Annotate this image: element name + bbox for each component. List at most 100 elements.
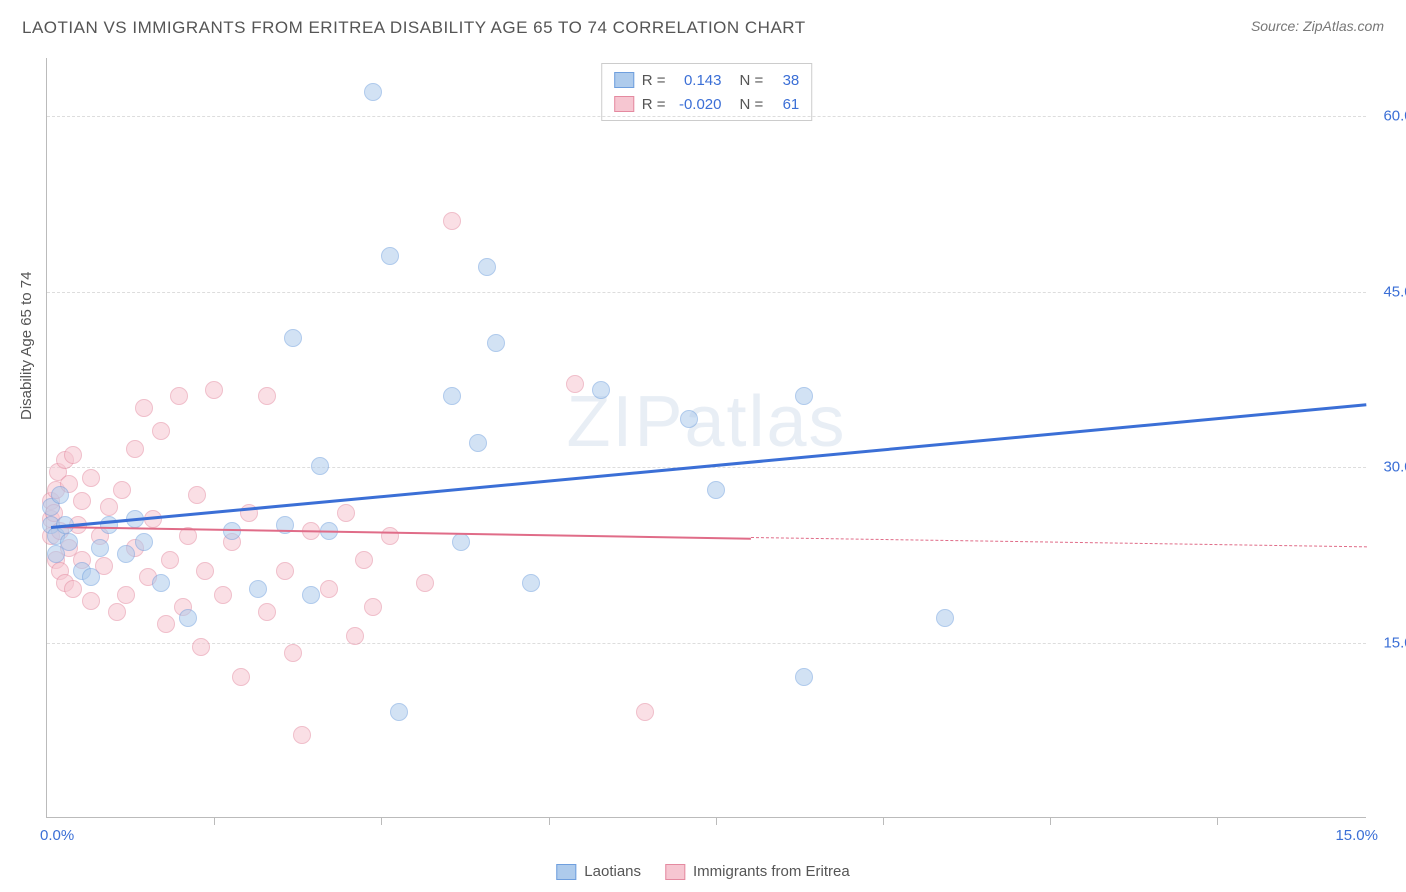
scatter-chart: ZIPatlas R =0.143N =38R =-0.020N =61 15.… (46, 58, 1366, 818)
grid-line (47, 292, 1366, 293)
scatter-point (302, 586, 320, 604)
scatter-point (196, 562, 214, 580)
legend-r-label: R = (642, 96, 666, 113)
x-tick (883, 817, 884, 825)
x-tick (1050, 817, 1051, 825)
grid-line (47, 643, 1366, 644)
scatter-point (64, 580, 82, 598)
scatter-point (337, 504, 355, 522)
scatter-point (364, 598, 382, 616)
legend-swatch (614, 96, 634, 112)
grid-line (47, 467, 1366, 468)
x-axis-max-label: 15.0% (1335, 827, 1378, 844)
scatter-point (795, 387, 813, 405)
scatter-point (192, 638, 210, 656)
scatter-point (680, 410, 698, 428)
trend-line (51, 526, 751, 540)
trend-line (751, 537, 1367, 547)
scatter-point (100, 516, 118, 534)
x-tick (716, 817, 717, 825)
scatter-point (320, 580, 338, 598)
scatter-point (214, 586, 232, 604)
scatter-point (126, 440, 144, 458)
x-tick (214, 817, 215, 825)
scatter-point (258, 387, 276, 405)
scatter-point (135, 533, 153, 551)
scatter-point (276, 562, 294, 580)
scatter-point (188, 486, 206, 504)
y-tick-label: 45.0% (1383, 283, 1406, 300)
scatter-point (117, 545, 135, 563)
y-tick-label: 60.0% (1383, 108, 1406, 125)
scatter-point (117, 586, 135, 604)
scatter-point (452, 533, 470, 551)
scatter-point (64, 446, 82, 464)
scatter-point (179, 609, 197, 627)
scatter-point (443, 212, 461, 230)
legend-n-value: 38 (771, 72, 799, 89)
scatter-point (258, 603, 276, 621)
scatter-point (82, 592, 100, 610)
scatter-point (249, 580, 267, 598)
legend-label: Immigrants from Eritrea (693, 863, 850, 880)
scatter-point (522, 574, 540, 592)
scatter-point (936, 609, 954, 627)
scatter-point (82, 568, 100, 586)
scatter-point (284, 644, 302, 662)
scatter-point (82, 469, 100, 487)
legend-row: R =0.143N =38 (614, 68, 800, 92)
scatter-point (152, 422, 170, 440)
x-tick (1217, 817, 1218, 825)
scatter-point (795, 668, 813, 686)
grid-line (47, 116, 1366, 117)
x-tick (549, 817, 550, 825)
scatter-point (390, 703, 408, 721)
scatter-point (100, 498, 118, 516)
scatter-point (205, 381, 223, 399)
source-attribution: Source: ZipAtlas.com (1251, 18, 1384, 34)
legend-swatch (556, 864, 576, 880)
chart-title: LAOTIAN VS IMMIGRANTS FROM ERITREA DISAB… (22, 18, 1384, 38)
x-tick (381, 817, 382, 825)
trend-line (51, 403, 1367, 528)
scatter-point (592, 381, 610, 399)
y-tick-label: 15.0% (1383, 634, 1406, 651)
scatter-point (232, 668, 250, 686)
scatter-point (51, 486, 69, 504)
legend-item: Laotians (556, 863, 641, 880)
y-tick-label: 30.0% (1383, 459, 1406, 476)
legend-item: Immigrants from Eritrea (665, 863, 850, 880)
legend-swatch (614, 72, 634, 88)
x-axis-min-label: 0.0% (40, 827, 74, 844)
scatter-point (170, 387, 188, 405)
y-axis-label: Disability Age 65 to 74 (18, 272, 35, 420)
scatter-point (416, 574, 434, 592)
scatter-point (355, 551, 373, 569)
scatter-point (346, 627, 364, 645)
scatter-point (443, 387, 461, 405)
scatter-point (113, 481, 131, 499)
correlation-legend: R =0.143N =38R =-0.020N =61 (601, 63, 813, 121)
scatter-point (381, 247, 399, 265)
legend-r-value: -0.020 (674, 96, 722, 113)
scatter-point (566, 375, 584, 393)
scatter-point (135, 399, 153, 417)
scatter-point (707, 481, 725, 499)
series-legend: Laotians Immigrants from Eritrea (556, 863, 849, 880)
scatter-point (284, 329, 302, 347)
scatter-point (91, 539, 109, 557)
scatter-point (60, 533, 78, 551)
legend-label: Laotians (584, 863, 641, 880)
legend-swatch (665, 864, 685, 880)
scatter-point (469, 434, 487, 452)
scatter-point (73, 492, 91, 510)
scatter-point (381, 527, 399, 545)
legend-r-value: 0.143 (674, 72, 722, 89)
legend-row: R =-0.020N =61 (614, 92, 800, 116)
scatter-point (487, 334, 505, 352)
scatter-point (311, 457, 329, 475)
legend-n-label: N = (740, 72, 764, 89)
scatter-point (364, 83, 382, 101)
legend-n-value: 61 (771, 96, 799, 113)
scatter-point (636, 703, 654, 721)
